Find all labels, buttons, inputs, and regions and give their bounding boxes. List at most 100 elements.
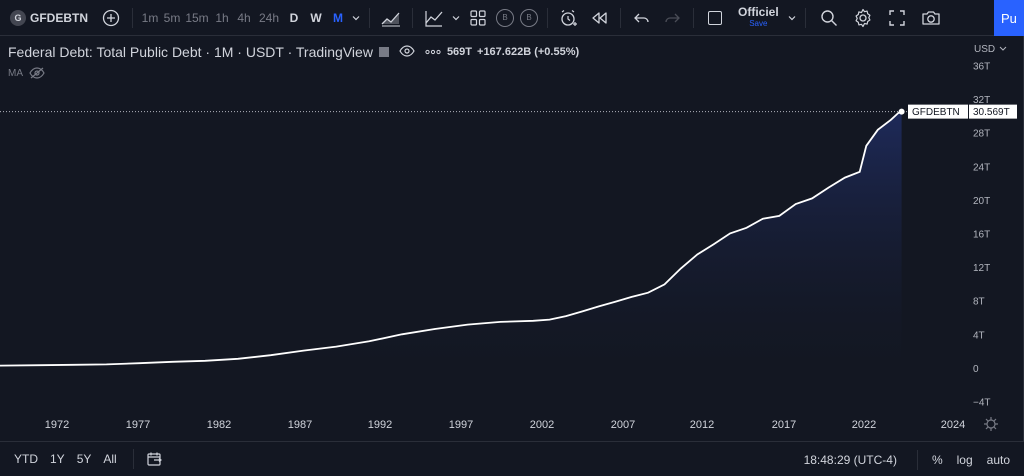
range-5y-button[interactable]: 5Y — [76, 452, 92, 466]
price-axis[interactable]: USD 36T 32T 28T 24T 20T 16T 12T 8T 4T 0 −4T — [973, 44, 1007, 409]
interval-4h[interactable]: 4h — [237, 10, 251, 25]
price-tick-label: 16T — [973, 230, 990, 241]
data-point — [762, 218, 764, 220]
add-symbol-button[interactable] — [96, 0, 126, 36]
clock-timezone[interactable]: 18:48:29 (UTC-4) — [803, 452, 897, 467]
redo-icon — [665, 13, 680, 22]
price-tick-label: 12T — [973, 263, 990, 274]
range-all-button[interactable]: All — [103, 452, 117, 466]
price-tick-label: 8T — [973, 297, 985, 308]
layout-name-button[interactable]: Officiel Save — [738, 6, 779, 30]
interval-15m[interactable]: 15m — [185, 10, 209, 25]
toolbar-divider — [547, 7, 548, 28]
price-tag: GFDEBTN 30.569T — [908, 104, 1017, 119]
interval-d[interactable]: D — [289, 10, 299, 25]
more-options-button[interactable] — [425, 47, 441, 58]
data-point — [549, 319, 551, 321]
data-point — [865, 145, 867, 147]
indicator-label[interactable]: MA — [8, 67, 23, 79]
interval-dropdown-button[interactable] — [349, 0, 363, 36]
data-point — [897, 112, 899, 114]
interval-w[interactable]: W — [310, 10, 322, 25]
eye-hidden-icon[interactable] — [29, 67, 45, 79]
fullscreen-button[interactable] — [880, 0, 914, 36]
data-point — [532, 320, 534, 322]
time-tick-label: 1987 — [288, 419, 312, 431]
interval-5m[interactable]: 5m — [163, 10, 181, 25]
time-tick-label: 2002 — [530, 419, 554, 431]
toolbar-divider — [132, 449, 134, 469]
last-point-marker — [898, 108, 905, 115]
layout-dropdown-button[interactable] — [785, 0, 799, 36]
indicators-dropdown-button[interactable] — [449, 0, 463, 36]
interval-24h[interactable]: 24h — [258, 10, 280, 25]
area-fill — [0, 111, 902, 369]
replay-button[interactable] — [584, 0, 614, 36]
series-line — [0, 110, 902, 367]
data-point — [778, 215, 780, 217]
price-tick-label: 4T — [973, 330, 985, 341]
chart-legend: Federal Debt: Total Public Debt · 1M · U… — [8, 44, 584, 60]
alert-button[interactable] — [554, 0, 584, 36]
publish-button[interactable]: Pu — [994, 0, 1024, 36]
indicators-button[interactable] — [419, 0, 449, 36]
toolbar-divider — [132, 7, 133, 28]
toolbar-divider — [693, 7, 694, 28]
time-tick-label: 2007 — [611, 419, 635, 431]
time-axis[interactable]: 1972 1977 1982 1987 1992 1997 2002 2007 2012 2017… — [45, 419, 965, 431]
chevron-down-icon — [788, 15, 796, 20]
flag-icon[interactable] — [378, 47, 389, 57]
auto-scale-toggle[interactable]: auto — [986, 452, 1010, 467]
undo-icon — [634, 13, 649, 22]
interval-m[interactable]: M — [333, 10, 343, 25]
visibility-button[interactable] — [399, 44, 415, 60]
bottom-toolbar: YTD 1Y 5Y All 18:48:29 (UTC-4) % log aut… — [0, 441, 1024, 476]
camera-icon — [922, 10, 940, 25]
search-button[interactable] — [812, 0, 846, 36]
symbol-name[interactable]: GFDEBTN — [30, 10, 88, 25]
data-point — [434, 328, 436, 330]
series-title[interactable]: Federal Debt: Total Public Debt · 1M · U… — [8, 44, 373, 60]
data-point — [368, 340, 370, 342]
layouts-button[interactable] — [463, 0, 493, 36]
data-point — [729, 232, 731, 234]
time-tick-label: 2017 — [772, 419, 796, 431]
axis-settings-button[interactable] — [984, 417, 998, 431]
gear-icon[interactable] — [986, 419, 996, 429]
goto-date-button[interactable] — [146, 451, 164, 467]
interval-1h[interactable]: 1h — [215, 10, 229, 25]
log-scale-toggle[interactable]: log — [956, 452, 973, 467]
data-point — [795, 203, 797, 205]
toolbar-divider — [804, 7, 806, 28]
data-point — [614, 301, 616, 303]
series-points — [0, 108, 905, 367]
redo-button[interactable] — [657, 0, 687, 36]
data-point — [598, 305, 600, 307]
data-point — [138, 362, 141, 364]
goto-date-icon — [147, 452, 162, 466]
toolbar-divider — [369, 7, 370, 28]
layout-name: Officiel — [738, 4, 779, 19]
settings-button[interactable] — [846, 0, 880, 36]
chevron-down-icon[interactable] — [999, 46, 1007, 51]
percent-scale-toggle[interactable]: % — [931, 452, 943, 467]
data-point — [647, 292, 649, 294]
indicators-icon — [425, 10, 443, 27]
range-1y-button[interactable]: 1Y — [50, 452, 65, 466]
b-badge-button[interactable]: B — [520, 8, 538, 27]
search-icon — [820, 9, 837, 26]
chart-canvas[interactable]: USD 36T 32T 28T 24T 20T 16T 12T 8T 4T 0 −4T GFDEBT… — [0, 36, 1024, 441]
interval-1m[interactable]: 1m — [141, 10, 159, 25]
price-tick-label: 0 — [973, 364, 979, 375]
snapshot-button[interactable] — [914, 0, 948, 36]
data-point — [0, 365, 1, 367]
area-series — [0, 110, 902, 369]
undo-button[interactable] — [627, 0, 657, 36]
chart-type-button[interactable] — [376, 0, 406, 36]
time-tick-label: 1972 — [45, 419, 69, 431]
data-point — [890, 119, 892, 121]
layout-checkbox[interactable] — [708, 10, 722, 25]
data-point — [696, 253, 698, 256]
b-badge-button[interactable]: B — [496, 8, 514, 27]
range-ytd-button[interactable]: YTD — [14, 452, 38, 466]
